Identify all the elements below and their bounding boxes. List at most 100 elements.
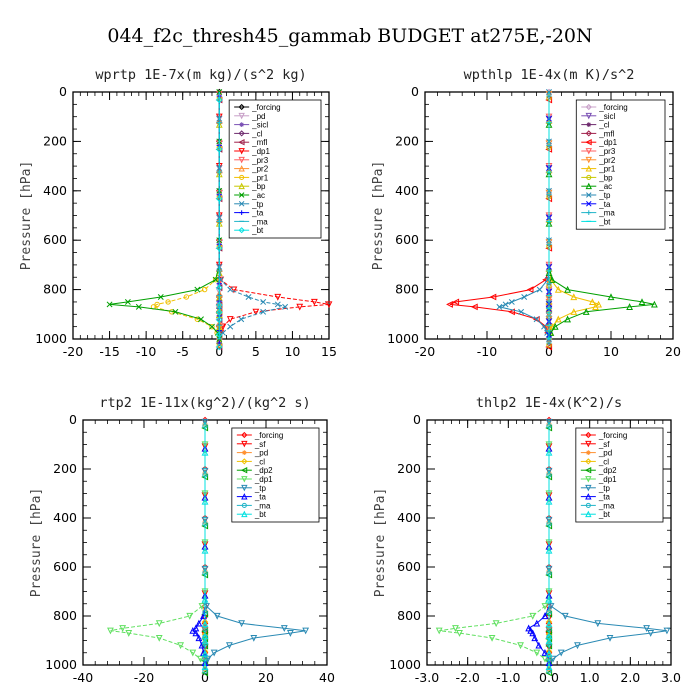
legend-item-dp1: _dp1 bbox=[580, 475, 617, 484]
data-point bbox=[201, 620, 209, 628]
data-point bbox=[517, 642, 524, 650]
legend-label: _mfl bbox=[251, 138, 267, 147]
series-bt bbox=[201, 420, 209, 670]
legend-marker bbox=[238, 148, 245, 155]
legend-marker bbox=[586, 174, 592, 180]
data-point bbox=[212, 277, 219, 283]
legend-item-tp: _tp bbox=[581, 191, 611, 200]
data-point bbox=[165, 299, 171, 305]
data-point bbox=[286, 630, 294, 637]
data-point bbox=[545, 595, 553, 603]
data-point bbox=[227, 323, 234, 330]
y-axis-label: Pressure [hPa] bbox=[29, 488, 44, 598]
legend-label: _tp bbox=[254, 484, 267, 493]
data-point bbox=[125, 630, 133, 637]
legend-item-mfl: _mfl bbox=[234, 138, 267, 147]
data-point bbox=[588, 298, 596, 306]
series-bt bbox=[545, 420, 553, 670]
data-point bbox=[606, 634, 614, 642]
panel-1: wprtp 1E-7x(m kg)/(s^2 kg) Pressure [hPa]… bbox=[19, 67, 337, 359]
data-point bbox=[215, 309, 223, 316]
legend-marker bbox=[586, 192, 592, 198]
legend-item-bt: _bt bbox=[236, 510, 267, 519]
legend-item-bt: _bt bbox=[580, 510, 611, 519]
series-bt bbox=[215, 92, 223, 351]
legend-item-ma: _ma bbox=[581, 209, 615, 218]
data-point bbox=[626, 303, 634, 310]
legend-item-cl: _cl bbox=[581, 121, 610, 130]
data-point bbox=[215, 244, 223, 252]
x-tick-label: -5 bbox=[176, 344, 188, 359]
x-tick-label: 0 bbox=[201, 670, 209, 685]
x-tick-label: 0.0 bbox=[539, 670, 559, 685]
legend-marker bbox=[585, 476, 592, 483]
legend-item-bp: _bp bbox=[581, 173, 613, 182]
x-tick-label: 20 bbox=[258, 670, 274, 685]
data-point bbox=[546, 340, 552, 346]
data-point bbox=[564, 285, 572, 293]
y-tick-label: 600 bbox=[397, 559, 421, 574]
data-point bbox=[197, 655, 204, 663]
x-tick-label: 40 bbox=[319, 670, 335, 685]
data-point bbox=[260, 308, 267, 315]
legend-label: _bp bbox=[598, 173, 613, 182]
legend-label: _pr3 bbox=[598, 147, 616, 156]
legend-label: _dp1 bbox=[254, 475, 273, 484]
data-point bbox=[547, 603, 555, 610]
legend-label: _ma bbox=[254, 501, 271, 510]
x-tick-label: 10 bbox=[284, 344, 300, 359]
series-ac bbox=[106, 89, 223, 342]
series-dp1 bbox=[446, 92, 553, 351]
y-tick-label: 1000 bbox=[45, 657, 77, 672]
data-point bbox=[545, 669, 553, 677]
legend: _forcing_sf_pd_cl_dp2_dp1_tp_ta_ma_bt bbox=[231, 427, 320, 523]
y-tick-label: 1000 bbox=[389, 657, 421, 672]
legend-label: _cl bbox=[598, 457, 609, 466]
series-bt bbox=[546, 92, 552, 340]
data-point bbox=[198, 316, 204, 323]
legend-label: _bp bbox=[251, 182, 266, 191]
data-point bbox=[172, 308, 179, 315]
data-point bbox=[592, 303, 599, 310]
data-point bbox=[561, 612, 569, 620]
legend-item-dp1: _dp1 bbox=[234, 147, 271, 156]
panel-title: thlp2 1E-4x(K^2)/s bbox=[476, 395, 622, 411]
x-tick-label: 5 bbox=[252, 344, 260, 359]
data-point bbox=[533, 316, 540, 323]
data-point bbox=[215, 146, 223, 153]
series-line-ta bbox=[527, 420, 550, 665]
data-point bbox=[215, 301, 223, 309]
data-point bbox=[215, 331, 223, 338]
legend-marker bbox=[241, 493, 248, 500]
data-point bbox=[650, 300, 658, 308]
legend-item-tp: _tp bbox=[236, 484, 267, 493]
legend-marker bbox=[585, 484, 592, 492]
y-tick-label: 400 bbox=[397, 510, 421, 525]
legend-label: _dp1 bbox=[251, 147, 270, 156]
data-point bbox=[545, 637, 553, 645]
data-point bbox=[456, 630, 463, 637]
legend-marker bbox=[238, 103, 245, 111]
legend-label: _forcing bbox=[251, 103, 280, 112]
data-point bbox=[302, 627, 310, 635]
legend-marker bbox=[241, 484, 248, 492]
data-point bbox=[496, 303, 503, 310]
y-tick-label: 200 bbox=[395, 133, 419, 148]
legend-label: _cl bbox=[251, 129, 262, 138]
y-tick-label: 800 bbox=[395, 282, 419, 297]
legend-item-pr3: _pr3 bbox=[581, 147, 616, 156]
legend-label: _sicl bbox=[598, 112, 615, 121]
data-point bbox=[545, 659, 553, 666]
legend-item-ta: _ta bbox=[234, 209, 264, 218]
data-point bbox=[106, 301, 113, 308]
figure-title: 044_f2c_thresh45_gammab BUDGET at275E,-2… bbox=[107, 25, 592, 47]
legend-item-forcing: _forcing bbox=[234, 103, 281, 112]
legend-label: _forcing bbox=[598, 103, 627, 112]
legend-label: _ma bbox=[598, 501, 615, 510]
panel-4: thlp2 1E-4x(K^2)/s Pressure [hPa] -3.0 -2.0… bbox=[373, 395, 681, 685]
series-line-dp1 bbox=[439, 420, 550, 666]
legend-marker bbox=[585, 502, 591, 508]
series-line-tp bbox=[497, 92, 550, 340]
legend-marker bbox=[586, 201, 592, 207]
legend-label: _ta bbox=[598, 200, 611, 209]
